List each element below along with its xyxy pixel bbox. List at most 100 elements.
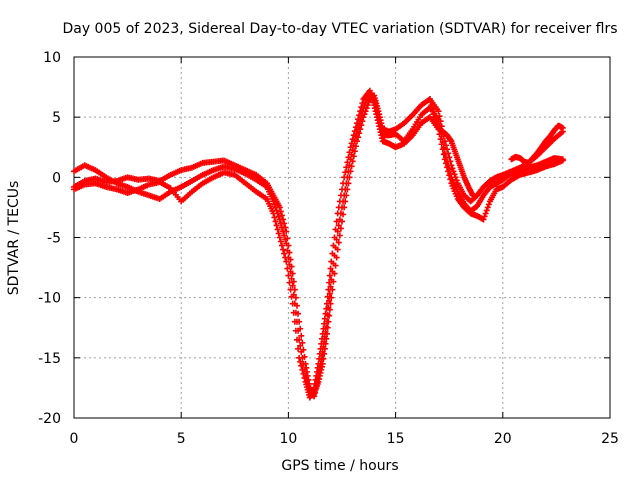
- data-point: [283, 240, 290, 247]
- data-point: [347, 144, 354, 151]
- data-point: [451, 171, 458, 178]
- data-point: [278, 212, 285, 219]
- data-point: [285, 272, 292, 279]
- data-point: [315, 360, 322, 367]
- x-tick-label: 25: [601, 431, 619, 447]
- y-tick-label: -10: [38, 291, 61, 307]
- data-point: [346, 149, 353, 156]
- data-point: [346, 162, 353, 169]
- data-point: [277, 208, 284, 215]
- data-point: [337, 192, 344, 199]
- data-point: [349, 136, 356, 143]
- data-point: [320, 325, 327, 332]
- data-point: [319, 330, 326, 337]
- data-point: [438, 141, 445, 148]
- y-tick-labels: -20 -15 -10 -5 0 5 10: [38, 50, 61, 427]
- data-point: [481, 213, 488, 220]
- y-tick-label: 0: [52, 170, 61, 186]
- data-point: [359, 100, 366, 107]
- data-point: [356, 112, 363, 119]
- data-point: [442, 160, 449, 167]
- data-point: [278, 224, 285, 231]
- data-point: [327, 265, 334, 272]
- data-point: [286, 261, 293, 268]
- series-3: [426, 96, 476, 199]
- data-point: [484, 204, 491, 211]
- y-axis-label: SDTVAR / TECUs: [6, 181, 22, 296]
- data-point: [283, 258, 290, 265]
- data-point: [335, 222, 342, 229]
- data-point: [437, 136, 444, 143]
- data-point: [329, 250, 336, 257]
- data-point: [350, 132, 357, 139]
- data-point: [318, 335, 325, 342]
- data-point: [272, 204, 279, 211]
- data-point: [298, 332, 305, 339]
- data-point: [333, 218, 340, 225]
- data-point: [345, 154, 352, 161]
- axis-ticks: [73, 56, 611, 419]
- data-point: [281, 250, 288, 257]
- series-4: [508, 122, 566, 166]
- data-point: [335, 204, 342, 211]
- data-point: [335, 239, 342, 246]
- x-tick-labels: 0 5 10 15 20 25: [70, 431, 619, 447]
- data-point: [482, 210, 489, 217]
- data-point: [440, 151, 447, 158]
- data-point: [299, 339, 306, 346]
- data-point: [328, 294, 335, 301]
- data-point: [330, 242, 337, 249]
- data-point: [282, 236, 289, 243]
- data-points: [71, 87, 566, 401]
- data-point: [286, 279, 293, 286]
- data-point: [345, 168, 352, 175]
- data-point: [300, 370, 307, 377]
- series-2: [71, 87, 566, 401]
- data-point: [354, 120, 361, 127]
- data-point: [276, 234, 283, 241]
- data-point: [435, 108, 442, 115]
- data-point: [469, 192, 476, 199]
- data-point: [559, 124, 566, 131]
- data-point: [450, 168, 457, 175]
- data-point: [328, 276, 335, 283]
- grid-lines: [74, 57, 610, 418]
- data-point: [344, 159, 351, 166]
- data-point: [288, 293, 295, 300]
- x-tick-label: 10: [279, 431, 297, 447]
- data-point: [290, 278, 297, 285]
- data-point: [270, 210, 277, 217]
- data-point: [277, 238, 284, 245]
- data-point: [343, 164, 350, 171]
- data-point: [324, 293, 331, 300]
- data-point: [289, 300, 296, 307]
- data-point: [281, 232, 288, 239]
- data-point: [441, 150, 448, 157]
- data-point: [316, 350, 323, 357]
- data-point: [340, 180, 347, 187]
- data-point: [351, 128, 358, 135]
- data-point: [272, 218, 279, 225]
- data-point: [270, 198, 277, 205]
- data-point: [480, 216, 487, 223]
- data-point: [295, 345, 302, 352]
- data-point: [326, 297, 333, 304]
- data-point: [325, 286, 332, 293]
- data-point: [447, 176, 454, 183]
- y-tick-label: -15: [38, 351, 61, 367]
- data-point: [326, 290, 333, 297]
- data-point: [485, 201, 492, 208]
- data-point: [322, 310, 329, 317]
- data-point: [297, 358, 304, 365]
- data-point: [284, 265, 291, 272]
- chart-title: Day 005 of 2023, Sidereal Day-to-day VTE…: [62, 21, 617, 37]
- series-0: [71, 92, 566, 397]
- data-point: [329, 268, 336, 275]
- x-tick-label: 20: [494, 431, 512, 447]
- data-point: [287, 268, 294, 275]
- data-point: [292, 327, 299, 334]
- data-point: [323, 300, 330, 307]
- data-point: [331, 234, 338, 241]
- x-tick-label: 0: [70, 431, 79, 447]
